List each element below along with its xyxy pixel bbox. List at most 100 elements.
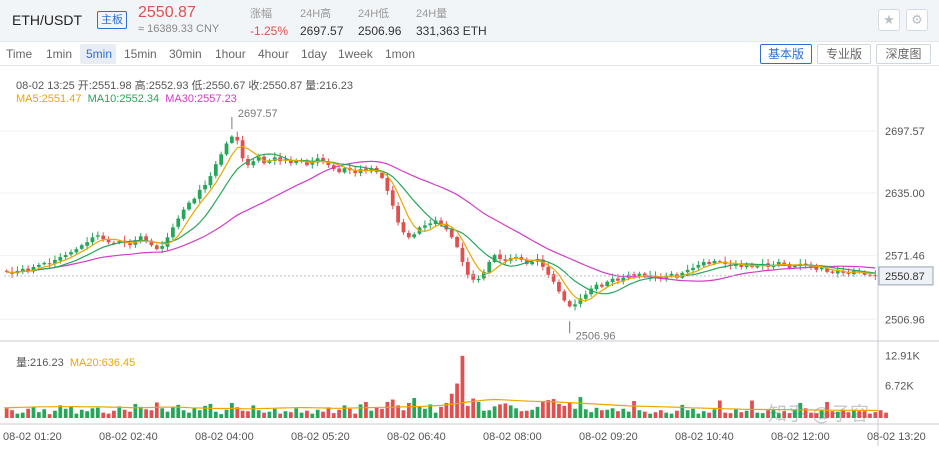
- high-marker-label: 2697.57: [238, 108, 278, 120]
- candle-body: [439, 220, 443, 225]
- candle-body: [192, 198, 197, 204]
- candle-body: [782, 262, 787, 264]
- time-tick-label: 08-02 10:40: [675, 431, 734, 443]
- candle-body: [825, 268, 829, 272]
- candle-body: [455, 236, 459, 248]
- candle-body: [696, 264, 701, 268]
- candle-body: [213, 164, 218, 176]
- volume-bar: [449, 393, 454, 418]
- time-tick-label: 08-02 13:20: [867, 431, 926, 443]
- volume-bar: [26, 408, 31, 418]
- volume-bar: [508, 405, 513, 418]
- volume-bar: [347, 408, 352, 418]
- volume-bar: [144, 409, 148, 418]
- view-pro-button[interactable]: 专业版: [817, 44, 871, 64]
- candle-body: [342, 168, 347, 173]
- candle-body: [112, 242, 116, 244]
- candle-body: [841, 270, 846, 273]
- volume-bar: [310, 413, 315, 418]
- candle-body: [632, 274, 636, 277]
- stat-24h-volume: 24H量 331,363 ETH: [416, 8, 487, 38]
- candle-body: [578, 298, 583, 304]
- timeframe-15min[interactable]: 15min: [124, 47, 157, 61]
- timeframe-1day[interactable]: 1day: [301, 47, 328, 61]
- candle-body: [208, 176, 213, 186]
- volume-bar: [305, 410, 309, 418]
- star-icon[interactable]: ★: [878, 9, 900, 31]
- volume-bar: [712, 409, 717, 418]
- candle-body: [390, 190, 395, 206]
- volume-bar: [246, 411, 250, 418]
- time-tick-label: 08-02 05:20: [291, 431, 350, 443]
- volume-bar: [664, 412, 669, 418]
- volume-bar: [616, 411, 620, 418]
- candle-body: [739, 263, 744, 267]
- timeframe-30min[interactable]: 30min: [169, 47, 202, 61]
- timeframe-1mon[interactable]: 1mon: [385, 47, 416, 61]
- candle-body: [793, 265, 797, 268]
- candle-body: [562, 291, 567, 301]
- candle-body: [701, 261, 706, 266]
- volume-bar: [412, 398, 417, 418]
- candle-body: [616, 278, 620, 281]
- volume-bar: [787, 413, 792, 418]
- volume-bar: [696, 413, 701, 418]
- timeframe-time[interactable]: Time: [6, 47, 33, 61]
- volume-bar: [283, 411, 288, 418]
- volume-bar: [165, 411, 170, 418]
- candle-body: [272, 157, 277, 161]
- candle-body: [181, 209, 186, 219]
- volume-bar: [219, 414, 224, 418]
- timeframe-1week[interactable]: 1week: [338, 47, 373, 61]
- volume-label: 量:216.23: [16, 357, 64, 369]
- volume-bar: [176, 404, 181, 418]
- volume-bar: [541, 401, 545, 418]
- candle-body: [262, 156, 266, 164]
- volume-bar: [567, 402, 572, 418]
- volume-bar: [331, 413, 336, 418]
- volume-bar: [326, 407, 331, 418]
- volume-bar: [546, 400, 551, 418]
- volume-bar: [814, 413, 819, 418]
- pair-name[interactable]: ETH/USDT: [12, 12, 82, 28]
- volume-bar: [803, 408, 808, 418]
- candle-body: [294, 161, 299, 163]
- volume-bar: [551, 399, 556, 418]
- time-tick-label: 08-02 09:20: [579, 431, 638, 443]
- candle-body: [583, 294, 588, 299]
- view-depth-button[interactable]: 深度图: [876, 44, 931, 64]
- candle-body: [524, 259, 529, 264]
- volume-bar: [106, 413, 111, 418]
- candle-body: [873, 275, 878, 277]
- volume-bar: [69, 406, 73, 418]
- candle-body: [530, 261, 535, 265]
- volume-bar: [675, 410, 679, 418]
- view-basic-button[interactable]: 基本版: [760, 44, 812, 64]
- volume-bar: [503, 403, 508, 418]
- candle-body: [476, 278, 481, 281]
- timeframe-5min[interactable]: 5min: [86, 47, 113, 61]
- volume-bar: [262, 412, 266, 418]
- timeframe-1min[interactable]: 1min: [46, 47, 73, 61]
- timeframe-4hour[interactable]: 4hour: [258, 47, 289, 61]
- volume-bar: [401, 410, 406, 418]
- volume-bar: [208, 403, 213, 418]
- candle-body: [803, 263, 808, 265]
- time-tick-label: 08-02 01:20: [3, 431, 62, 443]
- volume-bar: [181, 410, 186, 418]
- volume-bar: [299, 412, 304, 418]
- volume-bar: [95, 407, 100, 418]
- volume-bar: [439, 406, 443, 418]
- volume-bar: [492, 406, 497, 418]
- volume-bar: [406, 402, 411, 418]
- candle-body: [594, 284, 599, 290]
- gear-icon[interactable]: ⚙: [906, 9, 928, 31]
- volume-bar: [337, 409, 341, 418]
- volume-bar: [256, 410, 261, 418]
- candle-body: [85, 242, 89, 246]
- timeframe-1hour[interactable]: 1hour: [215, 47, 246, 61]
- active-timeframe-highlight: [80, 44, 116, 64]
- volume-bar: [691, 408, 695, 418]
- volume-ma20-label: MA20:636.45: [69, 357, 136, 369]
